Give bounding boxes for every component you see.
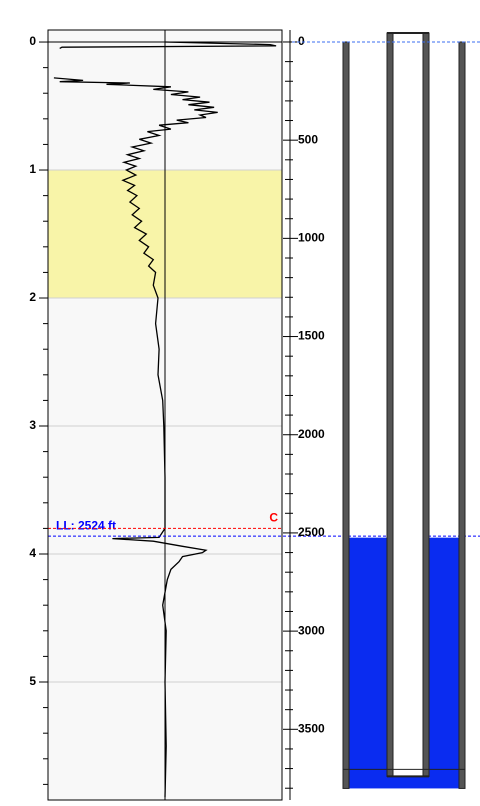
wall	[458, 41, 466, 789]
marker-label: C	[269, 511, 278, 525]
y2-tick-label: 500	[298, 132, 318, 146]
wall	[342, 41, 350, 789]
tubing-interior	[393, 33, 423, 777]
y-tick-label: 4	[29, 546, 36, 560]
y2-tick-label: 2000	[298, 427, 325, 441]
y-tick-label: 5	[29, 674, 36, 688]
y2-tick-label: 0	[298, 34, 305, 48]
y2-tick-label: 3500	[298, 721, 325, 735]
y2-tick-label: 1000	[298, 231, 325, 245]
trace	[53, 41, 277, 798]
wall	[422, 32, 430, 777]
plot-border	[47, 29, 283, 801]
wall	[386, 32, 394, 777]
marker-label: LL: 2524 ft	[56, 518, 116, 532]
y-tick-label: 2	[29, 290, 36, 304]
y2-tick-label: 1500	[298, 329, 325, 343]
y-tick-label: 3	[29, 418, 36, 432]
y2-tick-label: 3000	[298, 623, 325, 637]
y2-tick-label: 2500	[298, 525, 325, 539]
y-tick-label: 0	[29, 34, 36, 48]
y-tick-label: 1	[29, 162, 36, 176]
